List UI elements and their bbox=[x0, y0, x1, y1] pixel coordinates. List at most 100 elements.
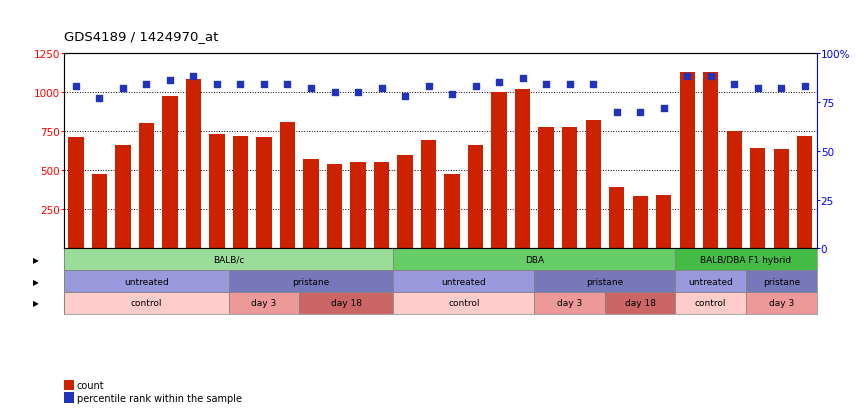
Bar bbox=[515, 90, 530, 249]
Bar bbox=[393, 271, 534, 292]
Point bbox=[469, 83, 482, 90]
Text: BALB/c: BALB/c bbox=[213, 255, 245, 264]
Bar bbox=[68, 138, 84, 249]
Bar bbox=[393, 292, 534, 314]
Bar bbox=[209, 135, 225, 249]
Point bbox=[163, 78, 177, 84]
Text: control: control bbox=[695, 299, 727, 308]
Bar bbox=[746, 292, 817, 314]
Bar bbox=[374, 162, 389, 249]
Point bbox=[587, 82, 600, 88]
Text: pristane: pristane bbox=[292, 277, 330, 286]
Bar bbox=[534, 292, 604, 314]
Bar bbox=[675, 249, 817, 271]
Bar bbox=[586, 121, 601, 249]
Bar bbox=[675, 292, 746, 314]
Bar bbox=[797, 136, 812, 249]
Point bbox=[257, 82, 271, 88]
Text: ▶: ▶ bbox=[33, 277, 39, 286]
Point bbox=[116, 85, 130, 92]
Bar bbox=[299, 292, 393, 314]
Bar bbox=[398, 155, 413, 249]
Text: GDS4189 / 1424970_at: GDS4189 / 1424970_at bbox=[64, 31, 219, 43]
Bar bbox=[445, 175, 460, 249]
Point bbox=[304, 85, 318, 92]
Text: untreated: untreated bbox=[688, 277, 733, 286]
Point bbox=[751, 85, 764, 92]
Text: count: count bbox=[77, 380, 104, 390]
Bar bbox=[64, 292, 229, 314]
Bar bbox=[351, 162, 366, 249]
Text: day 3: day 3 bbox=[769, 299, 794, 308]
Text: control: control bbox=[448, 299, 480, 308]
Point bbox=[563, 82, 576, 88]
Text: pristane: pristane bbox=[763, 277, 800, 286]
Point bbox=[798, 83, 811, 90]
Point bbox=[327, 90, 341, 96]
Point bbox=[634, 109, 647, 116]
Bar bbox=[139, 124, 154, 249]
Bar bbox=[562, 128, 577, 249]
Bar bbox=[750, 149, 765, 249]
Bar bbox=[162, 97, 178, 249]
Point bbox=[186, 74, 200, 81]
Bar bbox=[534, 271, 675, 292]
Text: untreated: untreated bbox=[124, 277, 168, 286]
Bar bbox=[421, 141, 436, 249]
Text: BALB/DBA F1 hybrid: BALB/DBA F1 hybrid bbox=[700, 255, 792, 264]
Point bbox=[704, 74, 717, 81]
Text: percentile rank within the sample: percentile rank within the sample bbox=[77, 393, 242, 403]
Text: pristane: pristane bbox=[587, 277, 623, 286]
Point bbox=[92, 95, 106, 102]
Bar bbox=[703, 73, 718, 249]
Point bbox=[280, 82, 294, 88]
Point bbox=[610, 109, 623, 116]
Text: day 3: day 3 bbox=[251, 299, 277, 308]
Point bbox=[398, 93, 412, 100]
Point bbox=[422, 83, 435, 90]
Bar bbox=[64, 271, 229, 292]
Bar bbox=[327, 164, 342, 249]
Text: day 18: day 18 bbox=[625, 299, 656, 308]
Bar bbox=[727, 132, 742, 249]
Bar bbox=[393, 249, 675, 271]
Bar bbox=[256, 137, 272, 249]
Bar bbox=[468, 146, 483, 249]
Bar bbox=[492, 93, 507, 249]
Bar bbox=[774, 150, 789, 249]
Bar bbox=[228, 271, 393, 292]
Bar bbox=[280, 122, 295, 249]
Text: ▶: ▶ bbox=[33, 299, 39, 308]
Point bbox=[657, 105, 670, 112]
Bar bbox=[228, 292, 299, 314]
Text: ▶: ▶ bbox=[33, 255, 39, 264]
Text: day 18: day 18 bbox=[331, 299, 362, 308]
Point bbox=[492, 80, 506, 86]
Point bbox=[516, 76, 529, 82]
Point bbox=[139, 82, 153, 88]
Bar bbox=[91, 175, 107, 249]
Point bbox=[775, 85, 788, 92]
Point bbox=[210, 82, 224, 88]
Point bbox=[374, 85, 388, 92]
Text: day 3: day 3 bbox=[557, 299, 582, 308]
Bar bbox=[656, 196, 671, 249]
Point bbox=[728, 82, 741, 88]
Bar bbox=[115, 146, 131, 249]
Point bbox=[351, 90, 365, 96]
Bar bbox=[605, 292, 675, 314]
Bar bbox=[680, 73, 695, 249]
Bar bbox=[539, 128, 554, 249]
Bar bbox=[633, 197, 648, 249]
Bar bbox=[233, 136, 248, 249]
Text: DBA: DBA bbox=[525, 255, 544, 264]
Point bbox=[681, 74, 694, 81]
Bar bbox=[186, 80, 201, 249]
Bar bbox=[675, 271, 746, 292]
Point bbox=[69, 83, 83, 90]
Point bbox=[233, 82, 247, 88]
Text: control: control bbox=[131, 299, 162, 308]
Point bbox=[445, 91, 459, 98]
Bar bbox=[64, 249, 393, 271]
Point bbox=[540, 82, 553, 88]
